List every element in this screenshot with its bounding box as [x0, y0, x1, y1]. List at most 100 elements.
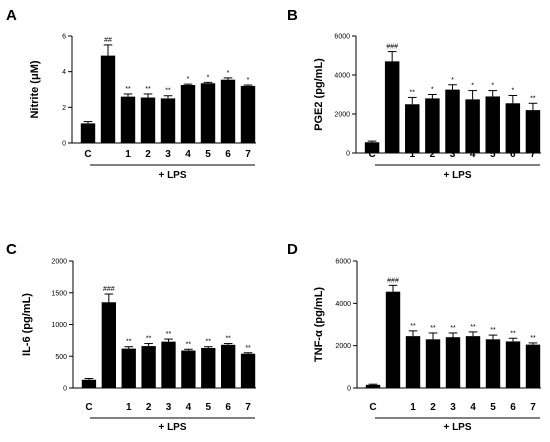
significance-label: *	[247, 77, 250, 84]
significance-label: **	[125, 86, 131, 93]
x-category-label: 6	[510, 402, 516, 413]
bar-5	[465, 99, 480, 153]
significance-label: **	[530, 95, 536, 102]
panel-letter: B	[287, 7, 298, 24]
bar-4	[445, 89, 460, 153]
x-category-label: 4	[470, 402, 476, 413]
bar-4	[160, 98, 176, 143]
x-category-label: 7	[245, 149, 251, 160]
bar-6	[485, 339, 501, 388]
x-category-label: C	[369, 402, 376, 413]
y-tick-label: 1500	[51, 290, 67, 297]
y-tick-label: 1000	[51, 322, 67, 329]
significance-label: **	[166, 331, 172, 338]
bar-5	[180, 85, 196, 143]
bar-2	[120, 96, 136, 143]
bar-4	[161, 341, 176, 388]
y-tick-label: 2000	[51, 259, 67, 266]
bar-8	[525, 110, 541, 153]
bar-4	[445, 337, 461, 388]
y-tick-label: 6	[62, 34, 66, 41]
bar-8	[525, 344, 541, 388]
x-category-label: 3	[166, 402, 172, 413]
bar-6	[200, 83, 216, 143]
x-category-label: 2	[430, 149, 436, 160]
bar-7	[505, 103, 521, 153]
significance-label: **	[410, 89, 416, 96]
x-category-label: C	[84, 149, 91, 160]
x-category-label: C	[85, 402, 92, 413]
x-category-label: 3	[450, 149, 456, 160]
bar-3	[141, 346, 156, 388]
x-category-label: 3	[165, 149, 171, 160]
y-tick-label: 2000	[334, 112, 350, 119]
significance-label: ###	[387, 277, 399, 284]
x-category-label: 7	[530, 402, 536, 413]
significance-label: **	[165, 88, 171, 95]
significance-label: **	[126, 339, 132, 346]
x-category-label: 2	[430, 402, 436, 413]
panel-d: D 0 2000 4000 6000 TNF-α (pg/mL) C ### ** 1 ** 2 ** 3…	[287, 241, 541, 433]
bar-3	[425, 98, 440, 153]
significance-label: **	[430, 325, 436, 332]
panel-a: A 0 2 4 6 Nitrite (μM) C ## ** 1 ** 2 ** 3 * 4 * 5 * 6 * 7 + L…	[6, 7, 256, 181]
y-tick-label: 4000	[335, 301, 351, 308]
y-axis-label: PGE2 (pg/mL)	[313, 58, 325, 131]
significance-label: **	[450, 325, 456, 332]
significance-label: *	[187, 76, 190, 83]
significance-label: **	[186, 341, 192, 348]
bar-1	[384, 61, 400, 153]
bar-2	[405, 336, 421, 388]
y-tick-label: 0	[346, 151, 350, 158]
bar-0	[81, 379, 97, 388]
bar-8	[240, 85, 256, 143]
y-tick-label: 0	[63, 386, 67, 393]
y-tick-label: 4	[62, 69, 66, 76]
y-axis-label: Nitrite (μM)	[29, 60, 41, 118]
x-axis-label: + LPS	[443, 422, 471, 433]
significance-label: ##	[104, 37, 112, 44]
y-tick-label: 6000	[334, 34, 350, 41]
bar-5	[181, 350, 196, 388]
significance-label: **	[245, 345, 251, 352]
x-category-label: 1	[125, 149, 131, 160]
bar-7	[505, 341, 521, 388]
y-tick-label: 2	[62, 105, 66, 112]
significance-label: **	[530, 335, 536, 342]
x-category-label: 6	[225, 402, 231, 413]
significance-label: *	[431, 87, 434, 94]
significance-label: *	[227, 70, 230, 77]
x-category-label: 7	[245, 402, 251, 413]
significance-label: *	[207, 74, 210, 81]
y-tick-label: 0	[347, 386, 351, 393]
significance-label: **	[206, 339, 212, 346]
x-category-label: 4	[470, 149, 476, 160]
bar-3	[140, 97, 156, 143]
x-category-label: 7	[530, 149, 536, 160]
bar-6	[201, 347, 216, 388]
bar-6	[485, 96, 500, 153]
x-category-label: 1	[409, 149, 415, 160]
panel-letter: D	[287, 241, 298, 258]
x-category-label: 5	[490, 149, 496, 160]
x-category-label: 2	[145, 149, 151, 160]
significance-label: **	[510, 330, 516, 337]
x-axis-label: + LPS	[158, 422, 186, 433]
bar-0	[365, 384, 381, 388]
significance-label: *	[511, 87, 514, 94]
x-category-label: 4	[185, 149, 191, 160]
significance-label: *	[491, 83, 494, 90]
bar-2	[405, 104, 420, 153]
panel-letter: C	[6, 241, 17, 258]
significance-label: *	[451, 77, 454, 84]
bar-7	[220, 79, 236, 143]
significance-label: **	[470, 324, 476, 331]
bar-8	[240, 353, 256, 388]
bar-2	[121, 348, 136, 388]
x-category-label: 1	[410, 402, 416, 413]
y-tick-label: 6000	[335, 259, 351, 266]
significance-label: **	[225, 336, 231, 343]
y-axis-label: IL-6 (pg/mL)	[21, 293, 33, 356]
